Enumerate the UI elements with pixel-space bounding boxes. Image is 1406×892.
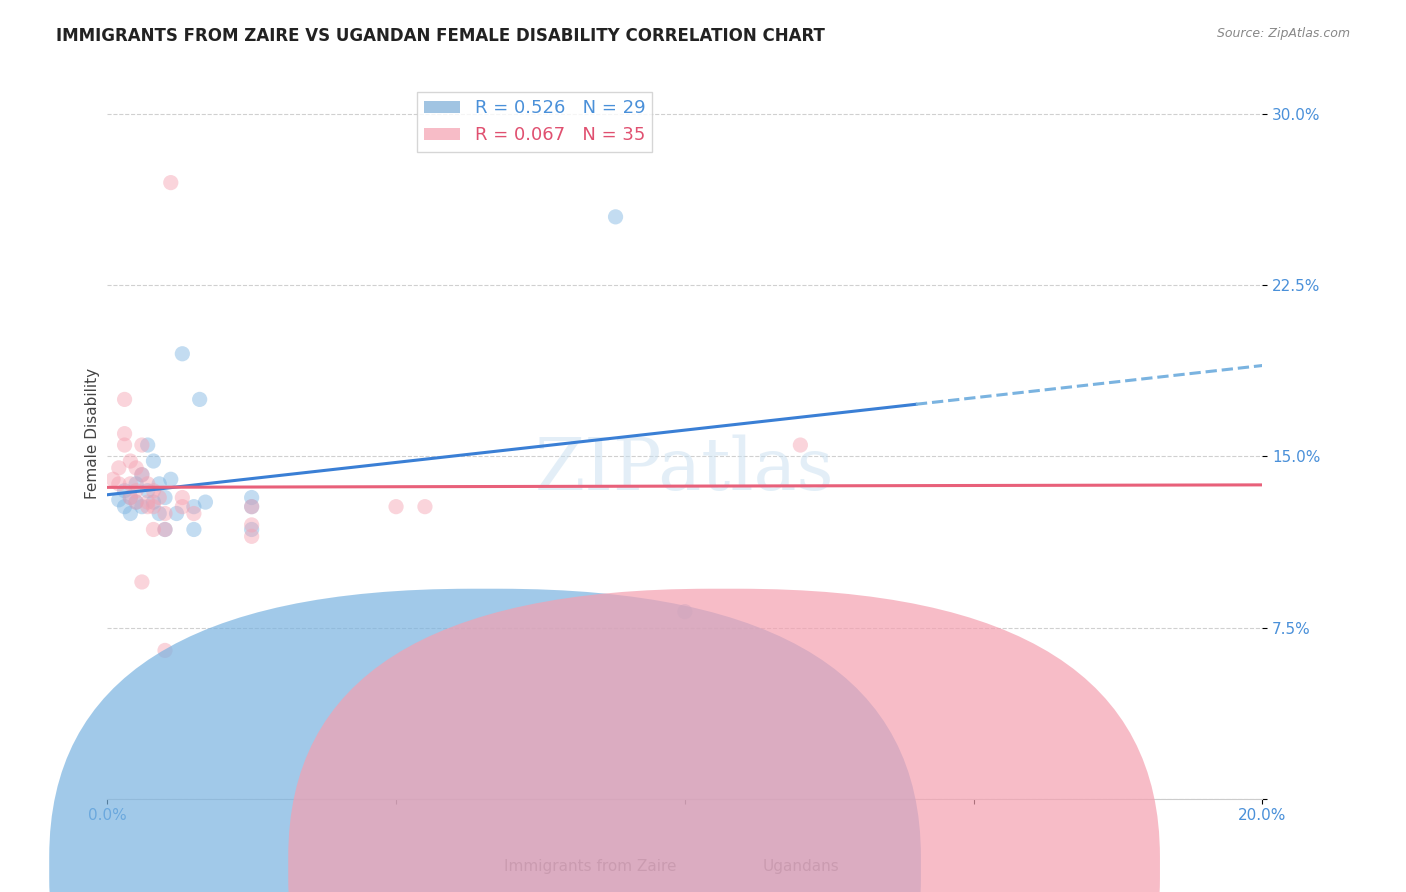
Point — [240, 523, 263, 537]
Point — [194, 495, 217, 509]
Point — [183, 507, 205, 521]
Point — [131, 500, 153, 514]
Point — [136, 483, 159, 498]
Point — [148, 476, 170, 491]
Point — [148, 507, 170, 521]
Point — [120, 476, 142, 491]
Point — [142, 500, 165, 514]
Point — [240, 517, 263, 532]
Point — [240, 491, 263, 505]
Point — [125, 495, 148, 509]
Point — [789, 438, 811, 452]
Point — [172, 347, 194, 361]
Point — [142, 523, 165, 537]
Point — [153, 507, 176, 521]
Point — [142, 483, 165, 498]
Point — [240, 500, 263, 514]
Point — [114, 392, 136, 407]
Point — [120, 454, 142, 468]
Point — [136, 500, 159, 514]
Point — [107, 461, 129, 475]
Point — [142, 495, 165, 509]
Point — [136, 476, 159, 491]
Point — [136, 438, 159, 452]
Point — [125, 483, 148, 498]
Point — [159, 176, 181, 190]
Point — [413, 500, 436, 514]
Point — [101, 472, 124, 486]
Point — [131, 438, 153, 452]
Text: IMMIGRANTS FROM ZAIRE VS UGANDAN FEMALE DISABILITY CORRELATION CHART: IMMIGRANTS FROM ZAIRE VS UGANDAN FEMALE … — [56, 27, 825, 45]
Y-axis label: Female Disability: Female Disability — [86, 368, 100, 500]
Point — [172, 491, 194, 505]
Point — [153, 523, 176, 537]
Point — [153, 491, 176, 505]
Point — [166, 507, 188, 521]
Point — [120, 507, 142, 521]
Point — [148, 491, 170, 505]
Point — [131, 574, 153, 589]
Point — [136, 495, 159, 509]
Point — [114, 438, 136, 452]
Point — [114, 483, 136, 498]
Point — [107, 476, 129, 491]
Point — [153, 643, 176, 657]
Point — [131, 467, 153, 482]
Point — [125, 461, 148, 475]
Point — [188, 392, 211, 407]
Legend: R = 0.526   N = 29, R = 0.067   N = 35: R = 0.526 N = 29, R = 0.067 N = 35 — [416, 92, 652, 152]
Point — [114, 426, 136, 441]
Point — [153, 523, 176, 537]
Point — [159, 472, 181, 486]
Point — [183, 523, 205, 537]
Text: Immigrants from Zaire: Immigrants from Zaire — [505, 859, 676, 874]
Point — [183, 500, 205, 514]
Point — [605, 210, 627, 224]
Point — [240, 500, 263, 514]
Point — [125, 476, 148, 491]
Point — [673, 605, 696, 619]
Text: Ugandans: Ugandans — [763, 859, 839, 874]
Point — [172, 500, 194, 514]
Text: Source: ZipAtlas.com: Source: ZipAtlas.com — [1216, 27, 1350, 40]
Point — [142, 454, 165, 468]
Point — [120, 491, 142, 505]
Point — [240, 529, 263, 543]
Point — [131, 467, 153, 482]
Text: ZIPatlas: ZIPatlas — [536, 435, 835, 506]
Point — [107, 492, 129, 507]
Point — [114, 500, 136, 514]
Point — [120, 491, 142, 505]
Point — [385, 500, 408, 514]
Point — [125, 495, 148, 509]
